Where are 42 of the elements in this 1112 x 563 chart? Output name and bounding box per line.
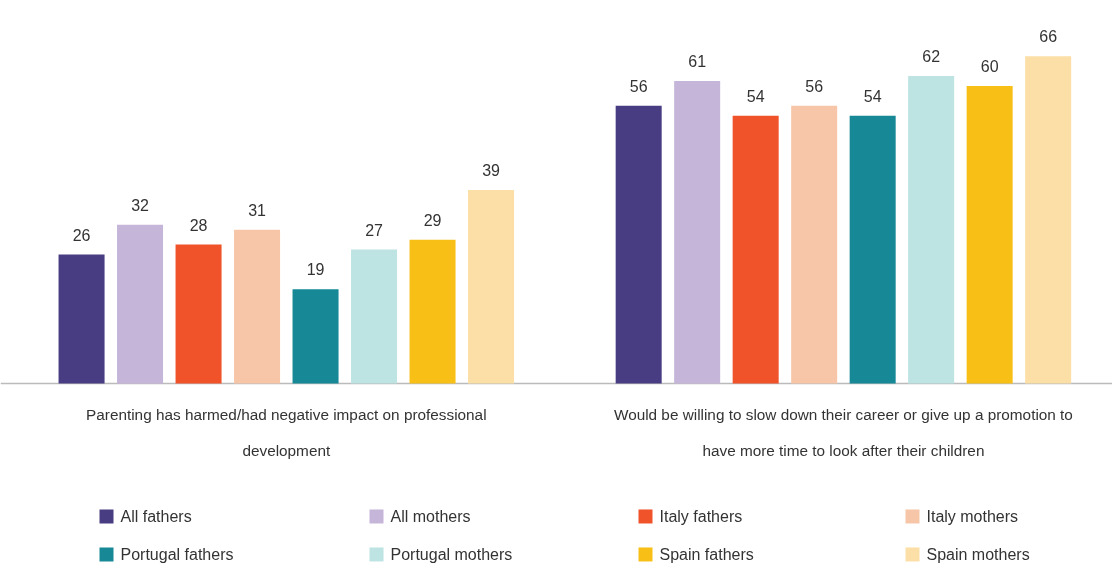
bar [234, 229, 281, 384]
bar [791, 105, 838, 384]
bar [908, 75, 955, 384]
bar [732, 115, 779, 384]
bar [1025, 56, 1072, 384]
bar [966, 85, 1013, 384]
legend-label: Italy fathers [659, 507, 743, 525]
data-label: 56 [629, 77, 648, 95]
data-label: 66 [1039, 28, 1058, 46]
bar [409, 239, 456, 384]
legend-label: Portugal mothers [390, 545, 513, 563]
data-label: 56 [805, 77, 824, 95]
data-label: 54 [746, 87, 765, 105]
data-label: 28 [189, 216, 208, 234]
bar [292, 289, 339, 384]
bar [674, 80, 721, 384]
data-label: 60 [980, 57, 999, 75]
data-label: 62 [922, 47, 941, 65]
data-label: 26 [72, 226, 91, 244]
legend-label: All fathers [120, 507, 192, 525]
bar [468, 190, 515, 384]
bar [849, 115, 896, 384]
legend-label: All mothers [390, 507, 471, 525]
legend-label: Spain fathers [659, 545, 754, 563]
legend-label: Italy mothers [926, 507, 1019, 525]
bar [117, 224, 164, 384]
legend-label: Spain mothers [926, 545, 1030, 563]
data-label: 19 [306, 261, 325, 279]
bar [175, 244, 222, 384]
bar [58, 254, 105, 384]
bar [615, 105, 662, 384]
bar [351, 249, 398, 384]
data-label: 39 [482, 162, 501, 180]
data-label: 54 [863, 87, 882, 105]
data-label: 27 [365, 221, 384, 239]
data-label: 32 [131, 196, 150, 214]
category-label: Parenting has harmed/had negative impact on professional development [86, 405, 487, 459]
data-label: 29 [423, 211, 442, 229]
category-label: Would be willing to slow down their career or give up a promotion to have more time to look after their children [613, 405, 1073, 459]
data-label: 61 [688, 52, 707, 70]
legend-label: Portugal fathers [120, 545, 234, 563]
data-label: 31 [248, 201, 267, 219]
